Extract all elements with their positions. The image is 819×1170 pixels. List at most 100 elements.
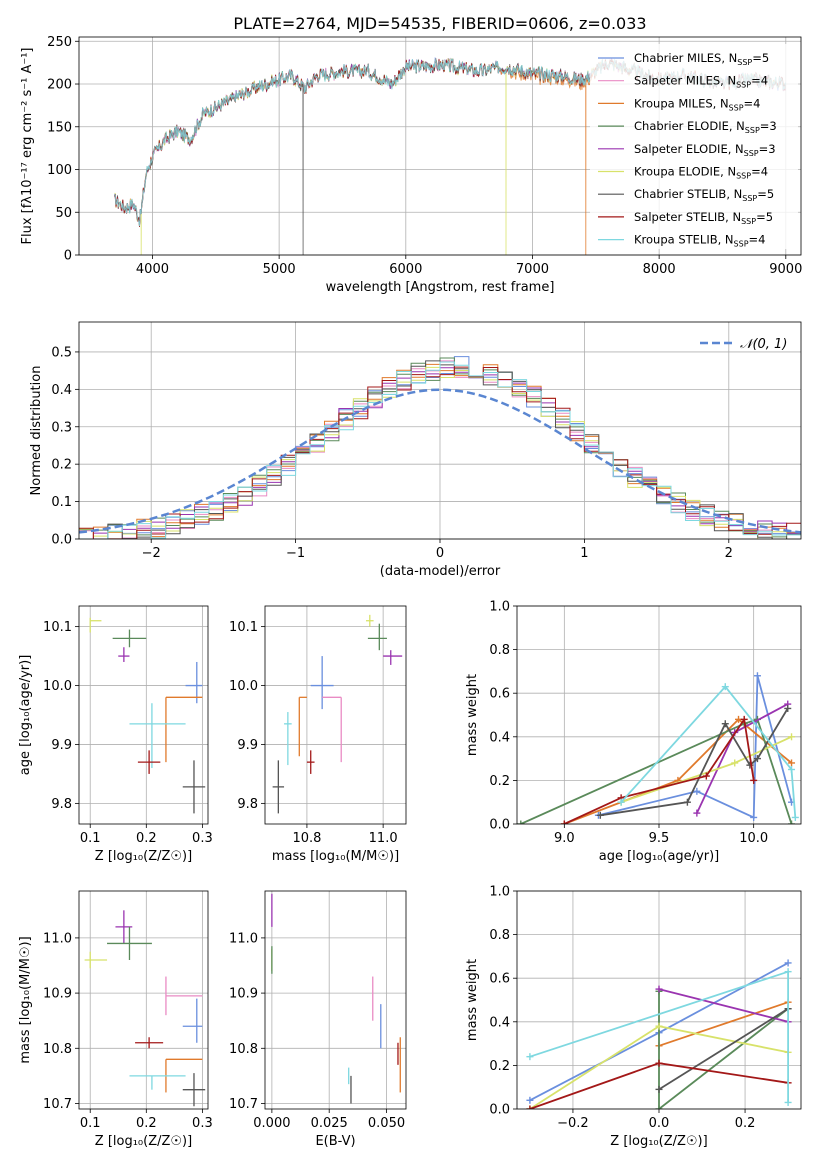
y-tick-label: 11.0 — [229, 931, 258, 946]
legend-entry: Chabrier MILES, NSSP=5 — [634, 51, 769, 67]
errorbar-point — [298, 696, 307, 757]
weight-marker — [784, 1098, 792, 1106]
weight-marker — [655, 1059, 663, 1067]
errorbar-point — [284, 712, 292, 766]
legend-subscript: SSP — [744, 149, 759, 158]
plot-area — [271, 893, 401, 1104]
weight-marker — [655, 1105, 663, 1109]
x-tick-label: 1 — [580, 546, 588, 561]
x-tick-label: 0.1 — [80, 831, 101, 846]
panel-mass-weight-vs-Z: −0.2 0.0 0.2 0.0 0.2 0.4 0.6 0.8 1.0 Z [log₁₀(Z/Z… — [465, 885, 802, 1149]
axes-frame — [516, 605, 802, 825]
y-tick-label: 9.9 — [51, 738, 72, 753]
y-tick-label: 10.1 — [43, 620, 72, 635]
figure-title: PLATE=2764, MJD=54535, FIBERID=0606, z=0… — [233, 14, 646, 33]
x-tick-label: 0.2 — [136, 1116, 157, 1131]
y-tick-label: 0 — [64, 249, 72, 264]
legend-subscript: SSP — [745, 126, 760, 135]
y-tick-label: 0.1 — [51, 495, 72, 510]
y-tick-label: 200 — [47, 78, 72, 93]
x-tick-label: 10.0 — [739, 831, 768, 846]
legend-nssp: =5 — [757, 187, 774, 201]
legend-nssp: =4 — [751, 74, 768, 88]
x-tick-label: 0.025 — [311, 1116, 348, 1131]
legend-nssp: =5 — [756, 210, 773, 224]
weight-marker — [784, 968, 792, 976]
y-tick-label: 11.0 — [43, 931, 72, 946]
errorbar-point — [129, 1075, 186, 1090]
weight-line — [600, 708, 789, 817]
weight-marker — [788, 733, 796, 741]
weight-marker — [740, 715, 748, 723]
x-tick-label: 0.3 — [192, 1116, 213, 1131]
axes-frame — [78, 321, 802, 540]
plot-area — [517, 672, 799, 824]
errorbar-point — [310, 656, 334, 710]
y-tick-label: 0.5 — [51, 345, 72, 360]
errorbar-point — [107, 926, 152, 960]
x-tick-label: −1 — [286, 546, 305, 561]
errorbar-point — [306, 750, 315, 774]
plot-area — [89, 617, 206, 814]
errorbar-point — [322, 696, 342, 763]
x-tick-label: −0.2 — [557, 1116, 589, 1131]
axes-frame — [78, 890, 209, 1110]
errorbar-point — [137, 750, 161, 774]
legend-entry: Salpeter ELODIE, NSSP=3 — [634, 142, 776, 158]
legend-subscript: SSP — [742, 194, 757, 203]
y-tick-label: 0.2 — [51, 458, 72, 473]
x-axis-label: E(B-V) — [315, 1134, 355, 1149]
x-tick-label: 0.050 — [368, 1116, 405, 1131]
errorbar-point — [367, 623, 387, 651]
axes-frame — [516, 890, 802, 1110]
x-axis-label: wavelength [Angstrom, rest frame] — [326, 280, 555, 295]
weight-marker — [702, 772, 710, 780]
legend-entry: Kroupa STELIB, NSSP=4 — [634, 233, 765, 249]
legend-box — [590, 44, 798, 249]
legend-subscript: SSP — [737, 58, 752, 67]
y-tick-label: 0.8 — [489, 643, 510, 658]
weight-marker — [596, 811, 604, 819]
y-tick-label: 0.8 — [489, 928, 510, 943]
plot-area — [79, 356, 801, 539]
y-tick-label: 0.4 — [489, 730, 510, 745]
axes-frame — [78, 36, 802, 256]
plot-area — [526, 959, 792, 1109]
y-tick-label: 100 — [47, 163, 72, 178]
errorbar-point — [182, 1073, 206, 1107]
legend-nssp: =5 — [752, 51, 769, 65]
panel-residuals: −2 −1 0 1 2 0.0 0.1 0.2 0.3 0.4 0.5 (data-model)/er… — [29, 321, 802, 579]
x-tick-label: 0.2 — [136, 831, 157, 846]
y-tick-label: 50 — [55, 206, 72, 221]
x-tick-label: 0.3 — [192, 831, 213, 846]
y-tick-label: 150 — [47, 120, 72, 135]
histogram-step — [79, 366, 801, 539]
legend-nssp: =3 — [759, 142, 776, 156]
weight-marker — [753, 672, 761, 680]
weight-marker — [784, 959, 792, 967]
legend-subscript: SSP — [729, 103, 744, 112]
errorbar-point — [165, 976, 203, 1016]
weight-marker — [655, 985, 663, 993]
weight-marker — [560, 820, 568, 824]
axes-frame — [264, 890, 407, 1110]
x-tick-label: 9.5 — [649, 831, 670, 846]
y-axis-label: mass [log₁₀(M/M☉)] — [18, 936, 33, 1063]
errorbar-point — [84, 951, 108, 969]
y-tick-label: 9.8 — [51, 797, 72, 812]
y-tick-label: 9.9 — [237, 738, 258, 753]
y-tick-label: 0.0 — [51, 533, 72, 548]
weight-line — [520, 718, 793, 824]
weight-marker — [517, 820, 525, 824]
x-tick-label: 8000 — [643, 262, 676, 277]
grid — [517, 605, 801, 825]
y-axis-label: mass weight — [465, 674, 480, 756]
x-tick-label: 4000 — [136, 262, 169, 277]
x-tick-label: 9.0 — [554, 831, 575, 846]
weight-marker — [721, 720, 729, 728]
weight-marker — [753, 755, 761, 763]
y-tick-label: 250 — [47, 35, 72, 50]
errorbar-point — [272, 760, 285, 814]
x-tick-label: 2 — [725, 546, 733, 561]
